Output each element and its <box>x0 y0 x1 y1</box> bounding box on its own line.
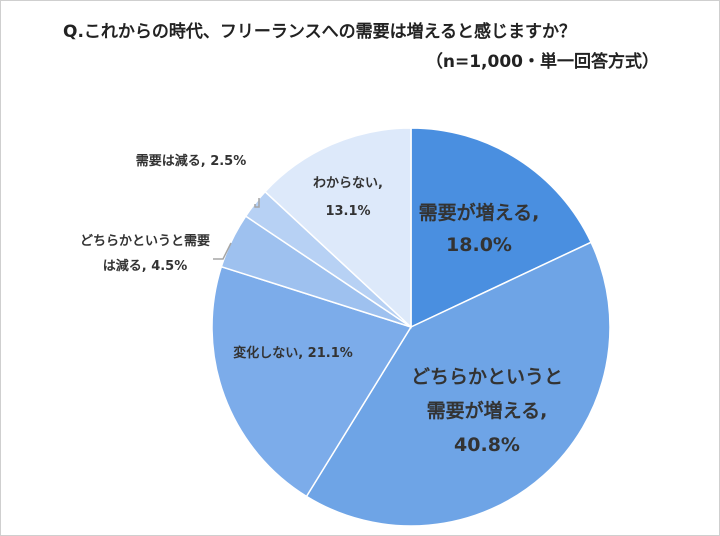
chart-subtitle: （n=1,000・単一回答方式） <box>425 52 659 72</box>
slice-somewhat-increase <box>305 241 611 527</box>
data-label-increase: 需要が増える, 18.0% <box>419 201 540 256</box>
data-label-line: 13.1% <box>325 204 370 219</box>
data-label-line: どちらかというと <box>411 366 563 388</box>
data-label-line: 需要が増える, <box>427 399 548 422</box>
data-label-no-change: 変化しない, 21.1% <box>233 345 353 361</box>
leader-line-decrease <box>254 198 260 208</box>
chart-title: Q.これからの時代、フリーランスへの需要は増えると感じますか？ <box>63 22 577 42</box>
data-label-unknown: わからない, 13.1% <box>313 176 383 219</box>
data-label-somewhat-decrease: どちらかというと需要は減る, 4.5% <box>80 234 210 274</box>
data-label-somewhat-increase: どちらかというと需要が増える, 40.8% <box>411 366 563 456</box>
data-label-line: 40.8% <box>454 434 520 456</box>
slice-increase <box>410 127 593 329</box>
data-label-line: どちらかというと需要 <box>80 234 210 249</box>
slice-unknown <box>264 127 412 329</box>
data-label-line: は減る, 4.5% <box>103 258 188 274</box>
data-label-line: 需要が増える, <box>419 201 540 224</box>
leader-line-somewhat-decrease <box>213 242 232 260</box>
data-label-line: 需要は減る, 2.5% <box>136 153 247 169</box>
slice-no-change <box>211 265 413 498</box>
data-label-decrease: 需要は減る, 2.5% <box>136 153 247 169</box>
data-label-line: 18.0% <box>446 234 512 256</box>
data-label-line: わからない, <box>313 176 383 191</box>
data-label-line: 変化しない, 21.1% <box>233 345 353 361</box>
